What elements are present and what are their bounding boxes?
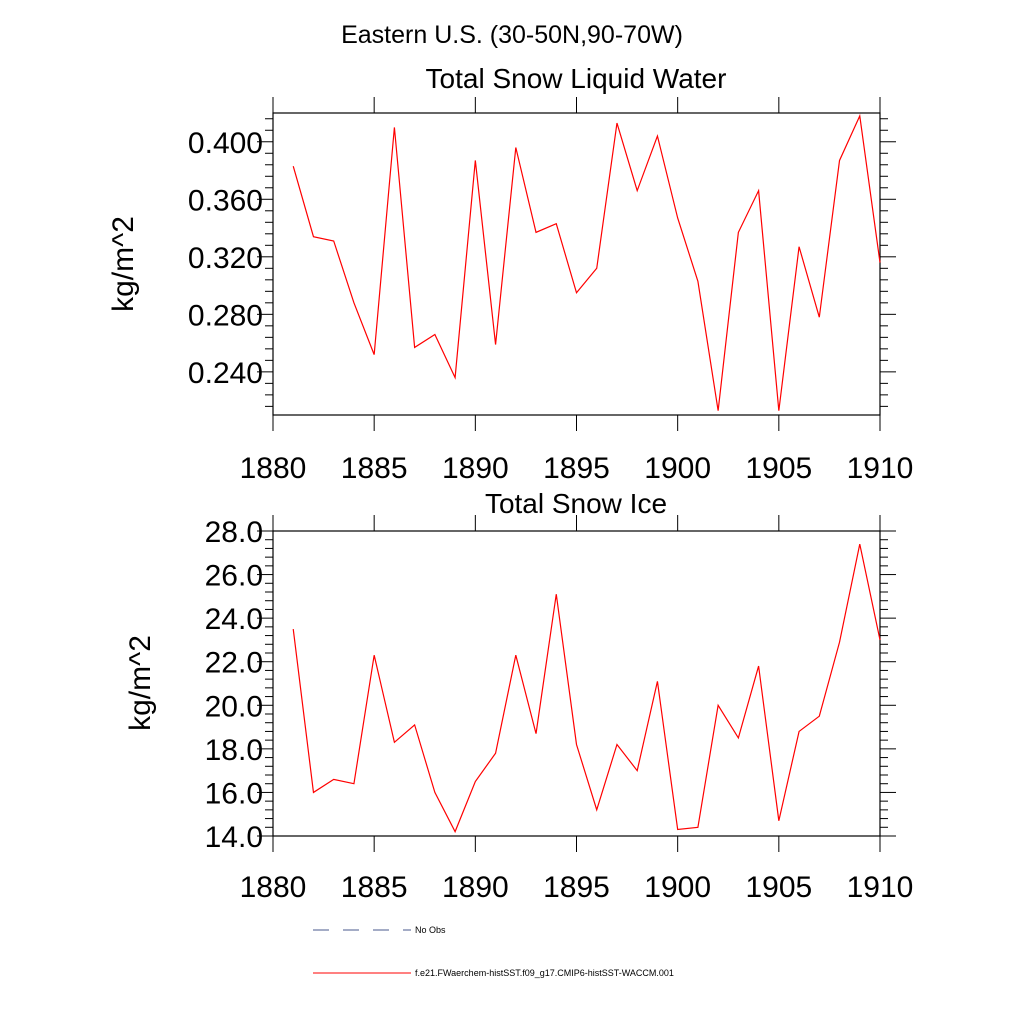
panel-1-plot-frame bbox=[272, 112, 881, 416]
panel-snow-ice: Total Snow Ice kg/m^2 1880 1885 1890 1895 19… bbox=[124, 488, 913, 904]
legend-no-obs-label: No Obs bbox=[415, 925, 446, 935]
figure-title: Eastern U.S. (30-50N,90-70W) bbox=[341, 21, 683, 49]
x-tick-label: 1890 bbox=[442, 452, 509, 485]
legend-model-label: f.e21.FWaerchem-histSST.f09_g17.CMIP6-hi… bbox=[415, 968, 674, 978]
panel-2-ylabel: kg/m^2 bbox=[124, 635, 157, 731]
y-tick-label: 0.400 bbox=[188, 127, 263, 160]
x-tick-label: 1880 bbox=[240, 452, 307, 485]
x-tick-label: 1910 bbox=[847, 452, 914, 485]
x-tick-label: 1900 bbox=[644, 871, 711, 904]
panel-snow-liquid-water: Total Snow Liquid Water kg/m^2 1880 1885 1… bbox=[107, 63, 913, 485]
panel-2-axes: 1880 1885 1890 1895 1900 1905 1910 14.0 16.0 18.0… bbox=[205, 515, 914, 904]
panel-2-plot-frame bbox=[272, 530, 881, 837]
panel-1-title: Total Snow Liquid Water bbox=[426, 63, 727, 94]
x-tick-label: 1890 bbox=[442, 871, 509, 904]
panel-1-ylabel: kg/m^2 bbox=[107, 216, 140, 312]
y-tick-label: 26.0 bbox=[205, 560, 263, 593]
panel-1-axes: 1880 1885 1890 1895 1900 1905 1910 0.240 0.280 0.… bbox=[188, 97, 913, 485]
x-tick-label: 1885 bbox=[341, 871, 408, 904]
panel-2-series-line bbox=[292, 543, 881, 834]
x-tick-label: 1895 bbox=[543, 452, 610, 485]
y-tick-label: 0.240 bbox=[188, 357, 263, 390]
x-tick-label: 1905 bbox=[745, 452, 812, 485]
x-tick-label: 1910 bbox=[847, 871, 914, 904]
x-tick-label: 1905 bbox=[745, 871, 812, 904]
y-tick-label: 20.0 bbox=[205, 690, 263, 723]
y-tick-label: 16.0 bbox=[205, 777, 263, 810]
y-tick-label: 14.0 bbox=[205, 821, 263, 854]
y-tick-label: 0.360 bbox=[188, 184, 263, 217]
panel-1-series-line bbox=[292, 113, 881, 411]
panel-2-title: Total Snow Ice bbox=[485, 488, 667, 519]
legend: No Obs f.e21.FWaerchem-histSST.f09_g17.C… bbox=[313, 925, 674, 978]
y-tick-label: 0.280 bbox=[188, 299, 263, 332]
x-tick-label: 1885 bbox=[341, 452, 408, 485]
y-tick-label: 28.0 bbox=[205, 516, 263, 549]
y-tick-label: 24.0 bbox=[205, 603, 263, 636]
y-tick-label: 22.0 bbox=[205, 647, 263, 680]
y-tick-label: 0.320 bbox=[188, 242, 263, 275]
x-tick-label: 1900 bbox=[644, 452, 711, 485]
x-tick-label: 1895 bbox=[543, 871, 610, 904]
y-tick-label: 18.0 bbox=[205, 734, 263, 767]
x-tick-label: 1880 bbox=[240, 871, 307, 904]
